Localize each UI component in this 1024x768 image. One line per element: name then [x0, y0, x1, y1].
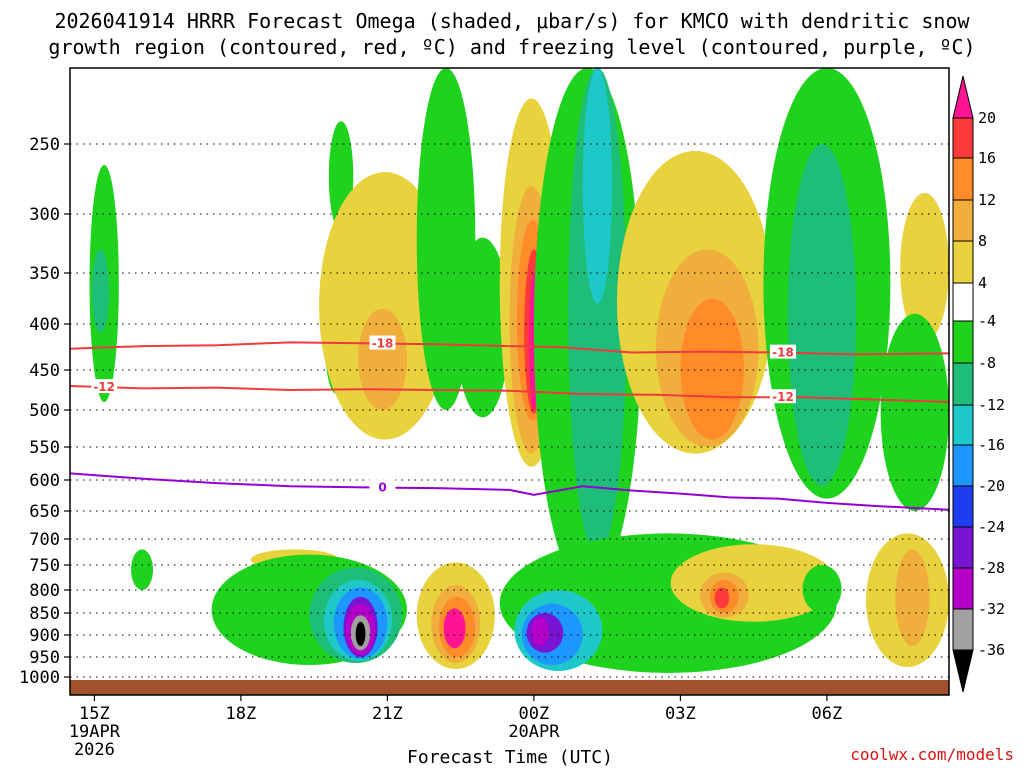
- omega-region-46: [802, 565, 842, 613]
- plot-frame: [69, 67, 950, 696]
- colorbar-segment-10: [952, 526, 974, 569]
- colorbar-segment-0: [952, 117, 974, 159]
- x-tick-label-00Z: 00Z: [519, 704, 550, 724]
- isotherm-minus12: [70, 385, 949, 403]
- y-tick-label-950: 950: [29, 648, 60, 668]
- omega-region-45: [714, 587, 730, 609]
- x-tick-label-06Z: 06Z: [812, 704, 843, 724]
- x-tick-date-00Z: 20APR: [508, 722, 560, 742]
- colorbar-segment-11: [952, 567, 974, 610]
- y-tick-label-1000: 1000: [19, 668, 60, 688]
- omega-region-32: [355, 621, 366, 647]
- x-tick-date-15Z: 19APR: [69, 722, 121, 742]
- chart-title-line2: growth region (contoured, red, ºC) and f…: [48, 35, 975, 59]
- y-tick-label-600: 600: [29, 471, 60, 491]
- y-tick-label-350: 350: [29, 264, 60, 284]
- omega-region-36: [443, 608, 466, 649]
- chart-title-line1: 2026041914 HRRR Forecast Omega (shaded, …: [54, 9, 970, 33]
- omega-region-8: [455, 237, 510, 418]
- colorbar-segment-5: [952, 320, 974, 364]
- colorbar-bottom-arrow: [952, 649, 974, 693]
- omega-region-41: [531, 617, 549, 646]
- colorbar-segment-6: [952, 362, 974, 406]
- isotherm-minus12-label-bg-1: [769, 389, 796, 404]
- y-tick-label-250: 250: [29, 135, 60, 155]
- omega-region-19: [680, 298, 744, 440]
- y-tick-label-450: 450: [29, 361, 60, 381]
- omega-region-22: [900, 193, 949, 343]
- omega-region-48: [895, 549, 930, 646]
- y-tick-label-700: 700: [29, 530, 60, 550]
- colorbar-label-2: 12: [978, 191, 996, 209]
- x-axis-label: Forecast Time (UTC): [407, 747, 613, 768]
- isotherm-minus12-label-0: -12: [93, 380, 115, 394]
- colorbar-label-10: -24: [978, 518, 1005, 536]
- isotherm-minus12-label-bg-0: [91, 379, 118, 394]
- omega-region-2: [131, 549, 154, 590]
- omega-region-1: [91, 249, 110, 334]
- omega-shading: [89, 68, 949, 673]
- colorbar-label-8: -16: [978, 436, 1005, 454]
- surface-terrain: [70, 680, 949, 695]
- omega-region-6: [358, 308, 407, 410]
- x-tick-label-21Z: 21Z: [372, 704, 403, 724]
- colorbar: 20 16 12 8 4 -4 -8 -12 -16 -20 -24 -28 -32 -36: [952, 75, 1005, 693]
- x-tick-year-15Z: 2026: [74, 740, 115, 760]
- colorbar-label-11: -28: [978, 559, 1005, 577]
- colorbar-label-1: 16: [978, 149, 996, 167]
- x-tick-label-15Z: 15Z: [79, 704, 110, 724]
- y-tick-label-300: 300: [29, 205, 60, 225]
- colorbar-label-6: -8: [978, 354, 996, 372]
- y-tick-label-800: 800: [29, 581, 60, 601]
- colorbar-segment-12: [952, 608, 974, 651]
- isotherm-minus18-label-bg-0: [369, 335, 396, 350]
- freezing-level-line: [70, 472, 949, 511]
- isotherm-minus18-label-bg-1: [769, 344, 796, 359]
- colorbar-segment-1: [952, 157, 974, 201]
- colorbar-label-12: -32: [978, 600, 1005, 618]
- colorbar-label-7: -12: [978, 396, 1005, 414]
- colorbar-segment-8: [952, 444, 974, 487]
- colorbar-top-arrow: [952, 75, 974, 119]
- isotherm-contours: -18 -18 -12 -12 0: [70, 335, 949, 511]
- x-tick-label-03Z: 03Z: [665, 704, 696, 724]
- y-axis-ticks: 2503003504004505005506006507007508008509…: [19, 135, 70, 688]
- site-credit: coolwx.com/models: [850, 745, 1014, 764]
- y-tick-label-400: 400: [29, 315, 60, 335]
- colorbar-label-0: 20: [978, 109, 996, 127]
- y-tick-label-900: 900: [29, 626, 60, 646]
- colorbar-segment-4: [952, 282, 974, 322]
- y-tick-label-650: 650: [29, 502, 60, 522]
- x-tick-label-18Z: 18Z: [226, 704, 257, 724]
- y-tick-label-500: 500: [29, 401, 60, 421]
- colorbar-label-13: -36: [978, 641, 1005, 659]
- omega-region-23: [880, 313, 949, 511]
- y-tick-label-850: 850: [29, 604, 60, 624]
- colorbar-label-5: -4: [978, 312, 996, 330]
- omega-region-21: [787, 144, 857, 487]
- colorbar-segment-9: [952, 485, 974, 528]
- colorbar-label-4: 4: [978, 274, 987, 292]
- freezing-level-line-label-bg-0: [369, 479, 396, 494]
- freezing-level-line-label-0: 0: [378, 481, 386, 495]
- colorbar-label-9: -20: [978, 477, 1005, 495]
- colorbar-segment-7: [952, 404, 974, 446]
- omega-region-15: [568, 68, 627, 555]
- colorbar-segment-2: [952, 199, 974, 242]
- y-tick-label-550: 550: [29, 438, 60, 458]
- colorbar-segment-3: [952, 240, 974, 284]
- omega-region-16: [582, 68, 613, 304]
- colorbar-label-3: 8: [978, 232, 987, 250]
- isotherm-minus18-label-1: -18: [772, 346, 794, 360]
- y-tick-label-750: 750: [29, 556, 60, 576]
- isotherm-minus18-label-0: -18: [372, 337, 394, 351]
- isotherm-minus12-label-1: -12: [772, 390, 794, 404]
